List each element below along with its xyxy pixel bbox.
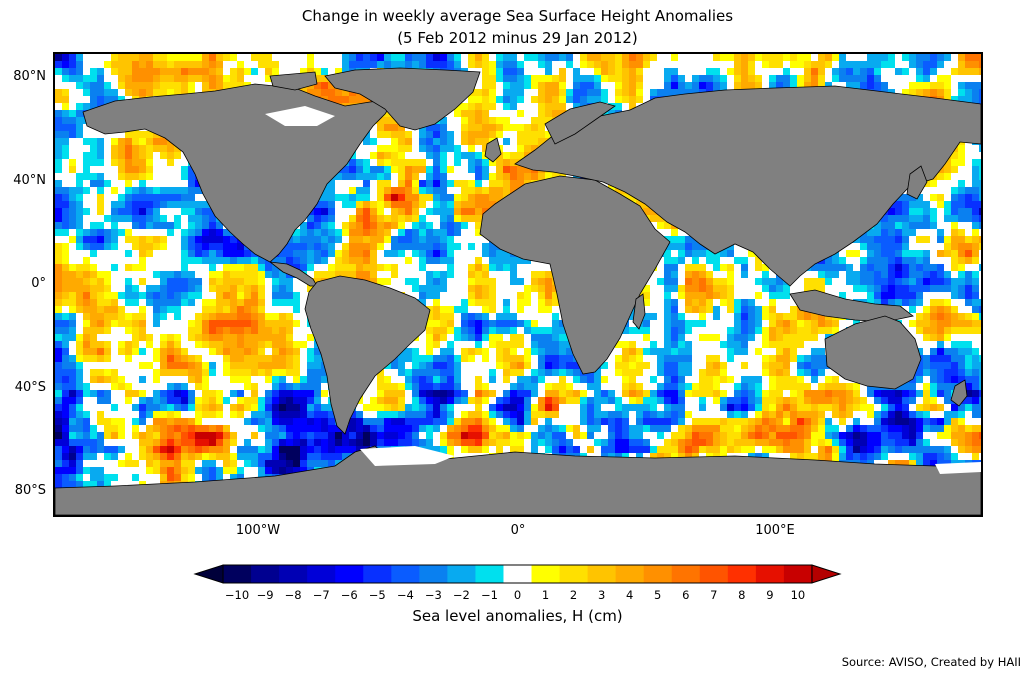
lon-label-100w: 100°W xyxy=(235,523,281,538)
colorbar-segment xyxy=(643,565,673,583)
colorbar-tick-label: −1 xyxy=(480,588,498,602)
colorbar-tick-label: −5 xyxy=(368,588,386,602)
land-indonesia xyxy=(789,289,914,323)
colorbar-outline xyxy=(222,564,813,584)
land-south-america xyxy=(304,275,431,435)
colorbar-extend-high xyxy=(811,564,842,584)
colorbar-tick-label: −4 xyxy=(396,588,414,602)
land-japan xyxy=(906,165,928,200)
land-africa xyxy=(479,175,671,375)
world-map xyxy=(55,54,981,515)
colorbar-segment xyxy=(223,565,252,583)
colorbar-segment xyxy=(783,565,813,583)
colorbar-tick-label: 8 xyxy=(738,588,746,602)
land-new-zealand xyxy=(950,379,968,407)
colorbar-segment xyxy=(419,565,448,583)
colorbar xyxy=(193,564,842,584)
colorbar-tick-label: −6 xyxy=(340,588,358,602)
colorbar-tick-label: 10 xyxy=(790,588,806,602)
source-credit: Source: AVISO, Created by HAII xyxy=(841,655,1021,669)
chart-title: Change in weekly average Sea Surface Hei… xyxy=(301,7,734,25)
colorbar-segment xyxy=(671,565,701,583)
colorbar-tick-label: −10 xyxy=(224,588,250,602)
colorbar-segment xyxy=(363,565,392,583)
land-arctic-islands xyxy=(269,71,318,91)
chart-subtitle: (5 Feb 2012 minus 29 Jan 2012) xyxy=(397,29,638,47)
colorbar-tick-label: 2 xyxy=(569,588,578,602)
colorbar-segment xyxy=(279,565,308,583)
map-frame xyxy=(53,52,983,517)
colorbar-tick-label: 6 xyxy=(682,588,690,602)
colorbar-tick-label: 3 xyxy=(597,588,606,602)
land-british-isles xyxy=(484,137,502,163)
colorbar-tick-label: −7 xyxy=(312,588,330,602)
colorbar-tick-label: 0 xyxy=(513,588,522,602)
land-madagascar xyxy=(632,293,646,330)
lat-label-40s: 40°S xyxy=(14,380,46,395)
colorbar-segment xyxy=(587,565,617,583)
colorbar-tick-label: 5 xyxy=(654,588,662,602)
lat-label-40n: 40°N xyxy=(13,173,46,188)
land-australia xyxy=(824,315,922,390)
land-eurasia xyxy=(514,85,981,287)
colorbar-tick-label: 9 xyxy=(766,588,774,602)
colorbar-segment xyxy=(251,565,280,583)
colorbar-tick-label: −2 xyxy=(452,588,470,602)
sea-ice xyxy=(265,106,981,474)
lat-label-80n: 80°N xyxy=(13,69,46,84)
colorbar-segment xyxy=(615,565,645,583)
colorbar-segment xyxy=(755,565,785,583)
colorbar-segment xyxy=(699,565,729,583)
colorbar-tick-label: −3 xyxy=(424,588,442,602)
colorbar-segment xyxy=(447,565,476,583)
lat-label-80s: 80°S xyxy=(14,483,46,498)
colorbar-tick-label: 1 xyxy=(541,588,550,602)
colorbar-segment xyxy=(727,565,757,583)
lon-label-100e: 100°E xyxy=(755,523,795,538)
colorbar-segment xyxy=(335,565,364,583)
land-greenland xyxy=(324,67,481,131)
colorbar-segment xyxy=(391,565,420,583)
land-scandinavia xyxy=(544,101,616,145)
colorbar-segment xyxy=(559,565,589,583)
colorbar-segment xyxy=(307,565,336,583)
land-masses xyxy=(55,67,981,515)
lon-label-0: 0° xyxy=(510,523,526,538)
colorbar-tick-label: −8 xyxy=(284,588,302,602)
colorbar-extend-low xyxy=(193,564,224,584)
lat-label-0: 0° xyxy=(31,276,46,291)
colorbar-tick-label: −9 xyxy=(256,588,274,602)
colorbar-tick-label: 7 xyxy=(710,588,718,602)
colorbar-segment xyxy=(475,565,504,583)
colorbar-segment xyxy=(503,565,533,583)
colorbar-label: Sea level anomalies, H (cm) xyxy=(412,607,623,625)
colorbar-segment xyxy=(531,565,561,583)
colorbar-tick-label: 4 xyxy=(626,588,634,602)
